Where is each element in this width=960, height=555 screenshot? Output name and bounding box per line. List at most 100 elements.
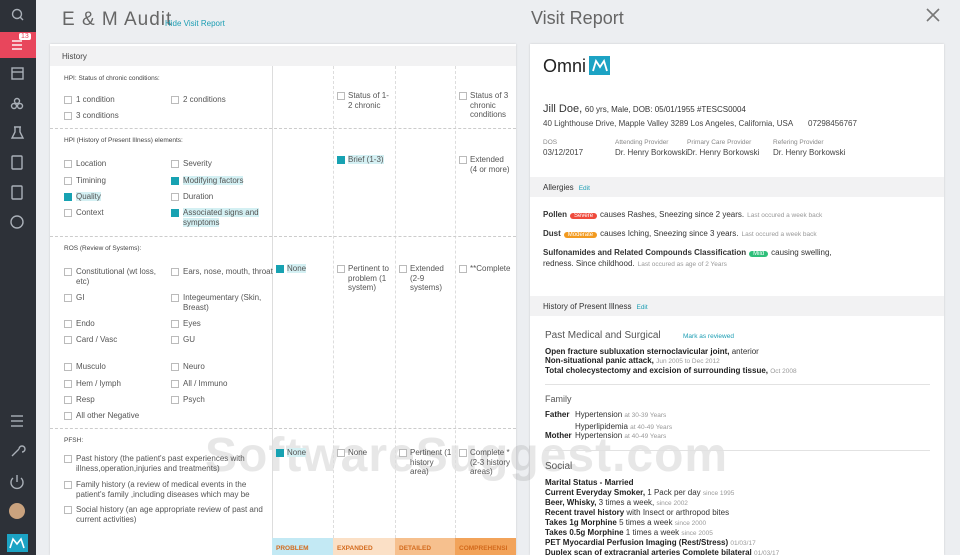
checkbox[interactable]	[64, 455, 72, 463]
level-text: Extended (2-9 systems)	[410, 264, 444, 292]
provider-label: Refering Provider	[773, 139, 824, 146]
checkbox[interactable]	[171, 320, 179, 328]
checkbox[interactable]	[171, 209, 179, 217]
checkbox[interactable]	[64, 294, 72, 302]
entry-note: since 2000	[674, 520, 707, 527]
label-text: Family history (a review of medical even…	[76, 480, 250, 499]
close-button[interactable]	[926, 8, 940, 22]
checkbox[interactable]	[171, 294, 179, 302]
checkbox[interactable]	[64, 96, 72, 104]
checkbox[interactable]	[64, 412, 72, 420]
level-text: Status of 3 chronic conditions	[470, 91, 509, 119]
checkbox[interactable]	[399, 449, 407, 457]
checkbox[interactable]	[64, 320, 72, 328]
checkbox[interactable]	[64, 396, 72, 404]
checkbox[interactable]	[171, 177, 179, 185]
label-text: Constitutional (wt loss, etc)	[76, 267, 157, 286]
level-label: Status of 3 chronic conditions	[470, 91, 513, 120]
hide-report-link[interactable]: Hide Visit Report	[165, 19, 225, 28]
allergy-name: Pollen	[543, 210, 568, 219]
section-title: Allergies	[543, 183, 574, 192]
checkbox[interactable]	[171, 193, 179, 201]
family-condition: Hyperlipidemia at 40-49 Years	[575, 422, 672, 431]
section-band	[50, 46, 516, 66]
checkbox[interactable]	[459, 92, 467, 100]
report-section-title: Allergies Edit	[543, 183, 590, 192]
provider-value: Dr. Henry Borkowski	[773, 148, 846, 157]
edit-link[interactable]: Edit	[578, 185, 590, 192]
level-label: None	[287, 448, 330, 458]
entry-note: since 2002	[656, 500, 688, 507]
checkbox-label: Resp	[76, 395, 166, 405]
level-label: Pertinent to problem (1 system)	[348, 264, 392, 293]
checkbox-label: Eyes	[183, 319, 273, 329]
checkbox[interactable]	[171, 396, 179, 404]
checkbox[interactable]	[64, 160, 72, 168]
checkbox-label: 3 conditions	[76, 111, 166, 121]
checkbox-label: Quality	[76, 192, 166, 202]
checkbox[interactable]	[171, 336, 179, 344]
section-title: History of Present Illness	[543, 302, 632, 311]
level-footer: DETAILED	[395, 538, 455, 555]
edit-link[interactable]: Edit	[636, 304, 648, 311]
entry-note: since 2005	[681, 530, 713, 537]
column-divider	[272, 66, 273, 538]
checkbox[interactable]	[64, 481, 72, 489]
family-relation: Father	[545, 410, 570, 419]
entry-bold: PET Myocardial Perfusion Imaging (Rest/S…	[545, 538, 729, 547]
checkbox-label: GU	[183, 335, 273, 345]
checkbox[interactable]	[171, 160, 179, 168]
severity-pill: Severe	[570, 213, 598, 219]
column-divider	[395, 66, 396, 538]
checkbox[interactable]	[64, 336, 72, 344]
entry-bold: Beer, Whisky,	[545, 498, 597, 507]
social-item: Marital Status - Married	[545, 478, 633, 487]
checkbox[interactable]	[399, 265, 407, 273]
column-divider	[333, 66, 334, 538]
label-text: Past history (the patient's past experie…	[76, 454, 245, 473]
checkbox[interactable]	[337, 449, 345, 457]
checkbox-label: 2 conditions	[183, 95, 273, 105]
condition: Hypertension	[575, 410, 623, 419]
family-condition: Hypertension at 30-39 Years	[575, 410, 666, 419]
checkbox-label: All other Negative	[76, 411, 166, 421]
level-footer: EXPANDED	[333, 538, 395, 555]
checkbox-label: 1 condition	[76, 95, 166, 105]
level-label: Extended (2-9 systems)	[410, 264, 452, 293]
checkbox[interactable]	[171, 363, 179, 371]
level-text: Extended (4 or more)	[470, 155, 510, 174]
checkbox[interactable]	[171, 268, 179, 276]
checkbox[interactable]	[64, 209, 72, 217]
checkbox[interactable]	[459, 265, 467, 273]
checkbox[interactable]	[337, 92, 345, 100]
checkbox[interactable]	[171, 380, 179, 388]
allergy-item: Sulfonamides and Related Compounds Class…	[543, 248, 843, 270]
allergy-text: causes Iching, Sneezing since 3 years.	[600, 229, 739, 238]
checkbox[interactable]	[171, 96, 179, 104]
allergy-item: Dust Moderate causes Iching, Sneezing sinc…	[543, 229, 843, 240]
checkbox[interactable]	[64, 193, 72, 201]
checkbox[interactable]	[276, 265, 284, 273]
checkbox[interactable]	[64, 177, 72, 185]
label-text: All other Negative	[76, 411, 140, 420]
checkbox[interactable]	[64, 380, 72, 388]
checkbox[interactable]	[337, 265, 345, 273]
checkbox-label: Integeumentary (Skin, Breast)	[183, 293, 273, 312]
checkbox[interactable]	[64, 268, 72, 276]
checkbox[interactable]	[64, 112, 72, 120]
mark-reviewed-link[interactable]: Mark as reviewed	[683, 333, 734, 340]
level-footer-label: COMPREHENSI	[459, 545, 508, 552]
checkbox[interactable]	[64, 363, 72, 371]
checkbox[interactable]	[276, 449, 284, 457]
checkbox[interactable]	[459, 449, 467, 457]
row-divider	[50, 236, 516, 237]
condition-note: at 30-39 Years	[624, 412, 667, 419]
checkbox-label: Constitutional (wt loss, etc)	[76, 267, 166, 286]
label-text: Severity	[183, 159, 212, 168]
checkbox[interactable]	[459, 156, 467, 164]
patient-address: 40 Lighthouse Drive, Mapple Valley 3289 …	[543, 119, 794, 128]
checkbox[interactable]	[337, 156, 345, 164]
checkbox[interactable]	[64, 506, 72, 514]
entry-note: since 1995	[702, 490, 735, 497]
